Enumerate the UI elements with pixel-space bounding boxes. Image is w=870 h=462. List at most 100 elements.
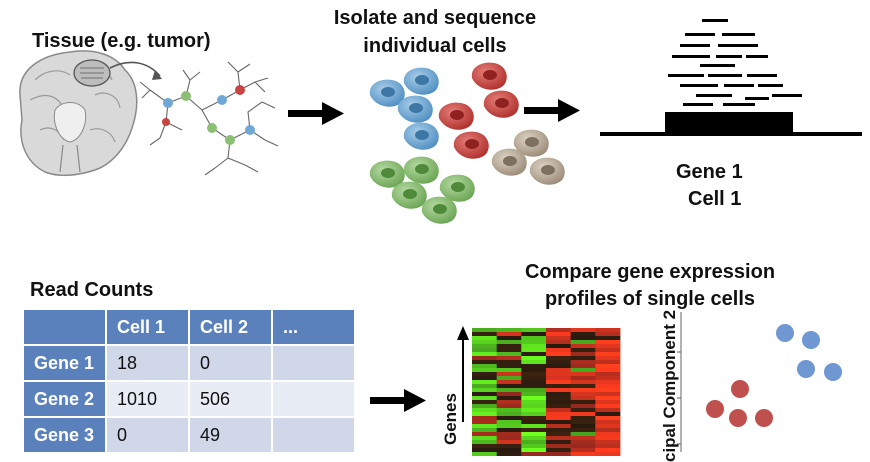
heatmap-cell [521, 328, 547, 333]
heatmap-cell [521, 356, 547, 361]
pca-scatter [677, 312, 842, 452]
heatmap-cell [546, 340, 572, 345]
heatmap-cell [595, 348, 621, 353]
heatmap-cell [496, 368, 522, 373]
heatmap-cell [595, 340, 621, 345]
heatmap-cell [546, 452, 572, 456]
heatmap-cell [521, 352, 547, 357]
read-counts-title: Read Counts [30, 279, 154, 301]
heatmap-cell [570, 436, 596, 441]
read-count-table: Cell 1 Cell 2 ... Gene 1 18 0 Gene 2 101… [22, 308, 356, 454]
compare-title-line1: Compare gene expression [524, 261, 776, 283]
heatmap-cell [496, 408, 522, 413]
genes-axis-label: Genes [441, 393, 460, 445]
heatmap-cell [472, 352, 498, 357]
heatmap-cell [472, 328, 498, 333]
heatmap-cell [472, 432, 498, 437]
heatmap-cell [595, 388, 621, 393]
heatmap-cell [472, 356, 498, 361]
heatmap-cell [496, 340, 522, 345]
table-cell: 49 [188, 416, 273, 454]
table-header-cell: Cell 2 [188, 308, 273, 346]
heatmap-cell [546, 348, 572, 353]
heatmap-cell [595, 356, 621, 361]
neuron-bodies [162, 85, 255, 145]
tan-cell [529, 157, 565, 185]
heatmap-cell [595, 424, 621, 429]
heatmap-cell [521, 368, 547, 373]
heatmap-cell [496, 452, 522, 456]
heatmap-cell [472, 448, 498, 453]
heatmap-cell [496, 364, 522, 369]
heatmap-cell [496, 384, 522, 389]
heatmap-cell [595, 384, 621, 389]
heatmap-cell [570, 440, 596, 445]
heatmap-cell [496, 404, 522, 409]
heatmap-cell [595, 408, 621, 413]
row-label: Gene 1 [22, 344, 107, 382]
scatter-point [755, 409, 773, 427]
scatter-point [706, 400, 724, 418]
scatter-point [802, 331, 820, 349]
heatmap-cell [595, 368, 621, 373]
heatmap-cell [521, 428, 547, 433]
heatmap-cell [496, 356, 522, 361]
heatmap-cell [570, 412, 596, 417]
heatmap-cell [472, 344, 498, 349]
red-cell [483, 90, 519, 118]
heatmap-cell [546, 436, 572, 441]
heatmap-cell [472, 420, 498, 425]
table-header-cell: Cell 1 [105, 308, 190, 346]
heatmap-cell [472, 436, 498, 441]
heatmap-cell [595, 336, 621, 341]
heatmap-cell [521, 420, 547, 425]
heatmap-cell [546, 440, 572, 445]
heatmap-cell [472, 392, 498, 397]
heatmap-cell [496, 352, 522, 357]
heatmap-cell [496, 424, 522, 429]
table-cell [271, 416, 356, 454]
heatmap-cell [546, 380, 572, 385]
heatmap-cell [472, 404, 498, 409]
heatmap-cell [472, 372, 498, 377]
heatmap-cell [496, 416, 522, 421]
heatmap-cell [521, 336, 547, 341]
heatmap-cell [521, 424, 547, 429]
red-cell [438, 102, 474, 130]
scatter-point [731, 380, 749, 398]
heatmap-cell [521, 400, 547, 405]
table-row: Gene 1 18 0 [22, 344, 356, 382]
heatmap-cell [521, 380, 547, 385]
red-cell [453, 131, 489, 159]
table-cell: 18 [105, 344, 190, 382]
heatmap-cell [546, 360, 572, 365]
isolate-title-line1: Isolate and sequence [333, 7, 537, 29]
heatmap-cell [570, 380, 596, 385]
heatmap-cell [472, 340, 498, 345]
heatmap-cell [595, 404, 621, 409]
heatmap-cell [570, 424, 596, 429]
heatmap-cell [472, 400, 498, 405]
heatmap-cell [496, 332, 522, 337]
heatmap-cell [496, 440, 522, 445]
heatmap-cell [595, 428, 621, 433]
heatmap-cell [570, 376, 596, 381]
heatmap-cell [546, 336, 572, 341]
heatmap-cell [595, 328, 621, 333]
heatmap-cell [546, 408, 572, 413]
arrow-1 [288, 102, 344, 125]
heatmap-cell [546, 432, 572, 437]
table-header-row: Cell 1 Cell 2 ... [22, 308, 356, 346]
heatmap-cell [570, 348, 596, 353]
heatmap-cell [521, 440, 547, 445]
heatmap-cell [546, 368, 572, 373]
heatmap-cell [521, 412, 547, 417]
heatmap-cell [496, 360, 522, 365]
green-cell [439, 174, 475, 202]
heatmap-cell [472, 408, 498, 413]
heatmap-cell [570, 444, 596, 449]
pca-axis-label: cipal Component 2 [660, 309, 679, 462]
heatmap-cell [496, 420, 522, 425]
table-row: Gene 3 0 49 [22, 416, 356, 454]
